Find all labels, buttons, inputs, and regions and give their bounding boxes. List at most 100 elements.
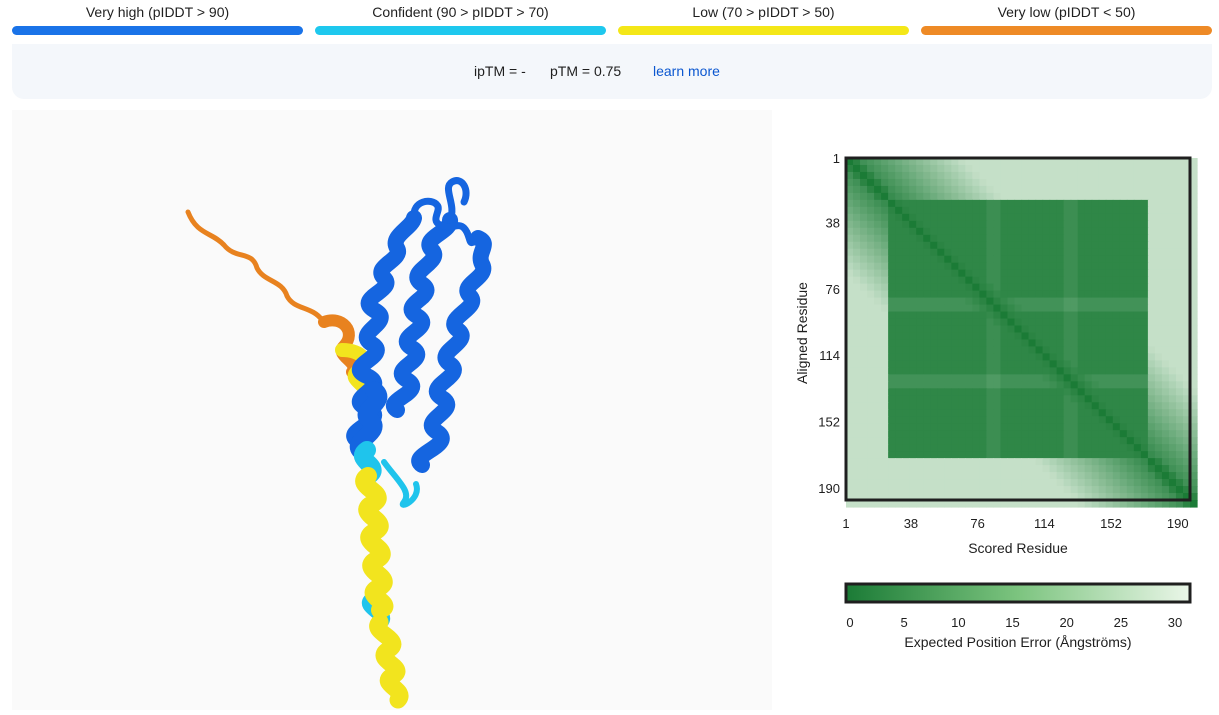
heatmap-cell — [1140, 465, 1149, 473]
heatmap-cell — [993, 353, 1002, 362]
heatmap-cell — [1007, 465, 1016, 473]
heatmap-cell — [923, 325, 931, 334]
learn-more-link[interactable]: learn more — [653, 63, 720, 79]
heatmap-cell — [993, 346, 1002, 355]
heatmap-cell — [860, 206, 868, 215]
heatmap-cell — [1000, 500, 1009, 508]
heatmap-cell — [1161, 234, 1170, 243]
heatmap-cell — [909, 367, 917, 375]
heatmap-cell — [1182, 339, 1191, 348]
heatmap-cell — [902, 374, 910, 382]
heatmap-cell — [986, 220, 995, 229]
heatmap-cell — [846, 381, 854, 389]
heatmap-cell — [1084, 444, 1093, 452]
heatmap-cell — [1084, 451, 1093, 459]
heatmap-cell — [1126, 269, 1135, 278]
heatmap-cell — [1084, 234, 1093, 243]
heatmap-cell — [1112, 402, 1121, 410]
heatmap-cell — [881, 332, 889, 341]
heatmap-cell — [895, 374, 903, 382]
heatmap-cell — [937, 437, 945, 445]
heatmap-cell — [874, 353, 882, 362]
heatmap-cell — [951, 262, 959, 271]
heatmap-cell — [1190, 381, 1198, 389]
heatmap-cell — [993, 423, 1002, 431]
heatmap-cell — [986, 311, 995, 320]
heatmap-cell — [1042, 304, 1051, 313]
heatmap-cell — [846, 430, 854, 438]
heatmap-cell — [944, 381, 952, 389]
heatmap-cell — [958, 465, 966, 473]
heatmap-cell — [853, 423, 861, 431]
heatmap-cell — [1105, 360, 1114, 368]
heatmap-cell — [923, 213, 931, 222]
heatmap-cell — [937, 276, 945, 285]
heatmap-cell — [1126, 318, 1135, 327]
heatmap-cell — [1056, 451, 1065, 459]
structure-viewer[interactable] — [12, 110, 772, 710]
heatmap-cell — [923, 269, 931, 278]
heatmap-cell — [979, 158, 988, 166]
heatmap-cell — [937, 199, 945, 208]
heatmap-cell — [1161, 311, 1170, 320]
heatmap-cell — [1049, 388, 1058, 396]
heatmap-cell — [1105, 416, 1114, 424]
heatmap-cell — [1140, 318, 1149, 327]
heatmap-cell — [874, 158, 882, 166]
heatmap-cell — [1021, 332, 1030, 341]
heatmap-cell — [923, 158, 931, 166]
heatmap-cell — [972, 360, 980, 368]
heatmap-cell — [853, 318, 861, 327]
heatmap-cell — [1147, 290, 1156, 299]
heatmap-cell — [1105, 318, 1114, 327]
heatmap-cell — [902, 220, 910, 229]
heatmap-cell — [965, 255, 973, 264]
heatmap-cell — [1014, 374, 1023, 382]
heatmap-cell — [916, 479, 924, 487]
heatmap-cell — [972, 325, 980, 334]
heatmap-cell — [972, 381, 980, 389]
heatmap-cell — [1098, 269, 1107, 278]
heatmap-cell — [923, 283, 931, 292]
heatmap-cell — [993, 367, 1002, 375]
very-high-helix-d — [349, 381, 388, 459]
heatmap-cell — [1028, 367, 1037, 375]
heatmap-cell — [1077, 276, 1086, 285]
heatmap-cell — [846, 388, 854, 396]
heatmap-cell — [1098, 367, 1107, 375]
heatmap-cell — [1112, 192, 1121, 201]
heatmap-cell — [1070, 227, 1079, 236]
heatmap-cell — [930, 269, 938, 278]
heatmap-cell — [1147, 255, 1156, 264]
heatmap-cell — [1035, 381, 1044, 389]
heatmap-cell — [1070, 486, 1079, 494]
heatmap-cell — [930, 360, 938, 368]
heatmap-cell — [867, 171, 875, 180]
heatmap-cell — [1161, 269, 1170, 278]
heatmap-cell — [951, 500, 959, 508]
heatmap-cell — [1084, 353, 1093, 362]
legend-color-bar — [618, 26, 909, 35]
heatmap-cell — [860, 311, 868, 320]
heatmap-cell — [1042, 206, 1051, 215]
heatmap-cell — [965, 304, 973, 313]
heatmap-cell — [1175, 458, 1184, 466]
heatmap-cell — [972, 199, 980, 208]
heatmap-cell — [951, 437, 959, 445]
heatmap-cell — [1161, 276, 1170, 285]
heatmap-cell — [1014, 171, 1023, 180]
heatmap-cell — [867, 472, 875, 480]
heatmap-cell — [958, 374, 966, 382]
heatmap-cell — [1098, 158, 1107, 166]
heatmap-cell — [1190, 353, 1198, 362]
heatmap-cell — [958, 416, 966, 424]
heatmap-cell — [1126, 493, 1135, 501]
heatmap-cell — [867, 283, 875, 292]
heatmap-cell — [979, 374, 988, 382]
heatmap-cell — [1042, 158, 1051, 166]
heatmap-cell — [1168, 241, 1177, 250]
heatmap-cell — [1014, 486, 1023, 494]
heatmap-cell — [1147, 444, 1156, 452]
heatmap-cell — [1084, 402, 1093, 410]
heatmap-cell — [1070, 332, 1079, 341]
